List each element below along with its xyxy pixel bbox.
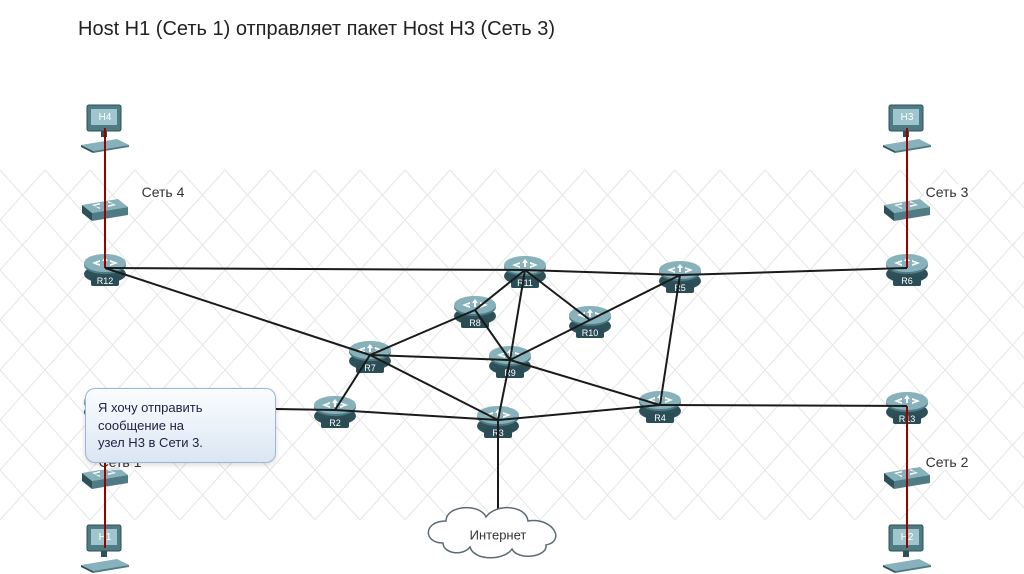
link bbox=[525, 270, 590, 320]
link bbox=[510, 320, 590, 360]
link bbox=[498, 405, 660, 420]
link bbox=[335, 410, 498, 420]
link bbox=[510, 270, 525, 360]
link bbox=[475, 270, 525, 310]
link bbox=[335, 355, 370, 410]
link bbox=[370, 355, 498, 420]
callout-line: Я хочу отправить bbox=[98, 399, 263, 417]
link bbox=[498, 360, 510, 420]
link bbox=[660, 275, 680, 405]
speech-callout: Я хочу отправитьсообщение наузел H3 в Се… bbox=[85, 388, 276, 463]
cloud-label: Интернет bbox=[470, 528, 527, 543]
link bbox=[370, 310, 475, 355]
link bbox=[475, 310, 510, 360]
callout-line: сообщение на bbox=[98, 417, 263, 435]
link bbox=[680, 268, 907, 275]
link bbox=[105, 268, 525, 270]
callout-line: узел H3 в Сети 3. bbox=[98, 434, 263, 452]
link bbox=[370, 355, 510, 360]
diagram-canvas: Host H1 (Сеть 1) отправляет пакет Host H… bbox=[0, 0, 1024, 574]
link bbox=[590, 275, 680, 320]
link bbox=[660, 405, 907, 406]
link bbox=[105, 268, 370, 355]
link-layer bbox=[0, 0, 1024, 574]
link bbox=[525, 270, 680, 275]
link bbox=[510, 360, 660, 405]
